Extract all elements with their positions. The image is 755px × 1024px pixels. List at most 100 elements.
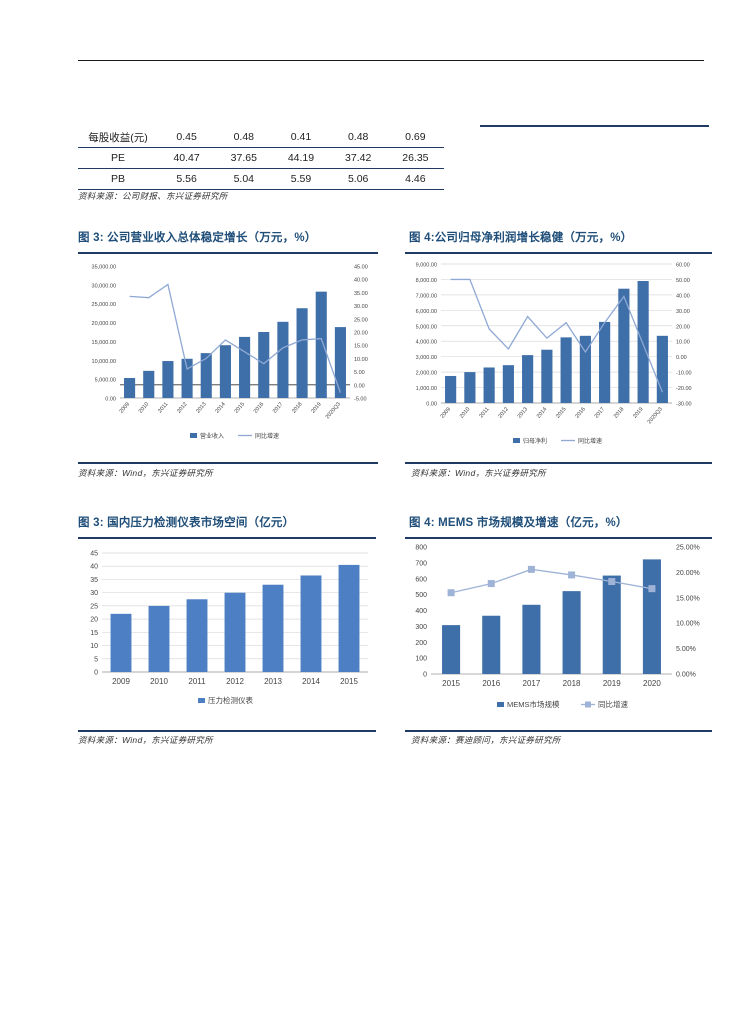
y-tick-label-left: 0 bbox=[94, 670, 98, 677]
y-tick-label-left: 800 bbox=[415, 545, 427, 552]
cell: 0.48 bbox=[215, 127, 273, 148]
y-tick-label-right: 25.00% bbox=[676, 545, 700, 552]
y-tick-label-left: 0.00 bbox=[105, 397, 116, 403]
legend-label: MEMS市场规模 bbox=[507, 699, 560, 709]
cell: 0.69 bbox=[386, 127, 444, 148]
bar bbox=[637, 280, 649, 403]
cell: 5.06 bbox=[329, 168, 387, 190]
cell: 40.47 bbox=[158, 147, 216, 169]
figure-1-title: 图 3: 公司营业收入总体稳定增长（万元，%） bbox=[78, 232, 317, 244]
bar bbox=[464, 372, 476, 403]
bar bbox=[334, 327, 346, 398]
figure-2-bottom-rule bbox=[405, 462, 712, 464]
y-tick-label-left: 4,000.00 bbox=[416, 340, 437, 346]
x-tick-label: 2009 bbox=[440, 406, 452, 419]
y-tick-label-right: -30.00 bbox=[676, 402, 692, 408]
x-tick-label: 2019 bbox=[603, 679, 621, 688]
x-tick-label: 2012 bbox=[176, 401, 188, 414]
y-tick-label-right: 15.00% bbox=[676, 595, 700, 602]
cell: 0.45 bbox=[158, 127, 216, 148]
x-tick-label: 2017 bbox=[594, 406, 606, 419]
y-tick-label-right: -10.00 bbox=[676, 371, 692, 377]
bar bbox=[522, 355, 534, 403]
bar bbox=[562, 591, 581, 674]
figure-3-title: 图 3: 国内压力检测仪表市场空间（亿元） bbox=[78, 517, 295, 529]
bar bbox=[262, 584, 284, 672]
legend-label: 同比增速 bbox=[598, 699, 628, 709]
series-line bbox=[450, 278, 663, 393]
legend-marker bbox=[585, 701, 591, 708]
figure-4-source: 资料来源：赛迪顾问，东兴证券研究所 bbox=[411, 735, 561, 745]
row-label: 每股收益(元) bbox=[78, 127, 158, 148]
y-tick-label-right: 40.00 bbox=[676, 293, 690, 299]
y-tick-label-left: 15 bbox=[90, 630, 98, 637]
bar bbox=[445, 375, 457, 403]
y-tick-label-right: 30.00 bbox=[354, 304, 368, 310]
bar bbox=[602, 575, 621, 674]
y-tick-label-right: 10.00% bbox=[676, 621, 700, 628]
y-tick-label-left: 500 bbox=[415, 592, 427, 599]
y-tick-label-left: 5,000.00 bbox=[416, 324, 437, 330]
series-line bbox=[129, 283, 342, 393]
series-line bbox=[450, 568, 653, 594]
y-tick-label-right: 10.00 bbox=[676, 340, 690, 346]
y-tick-label-right: 20.00 bbox=[354, 331, 368, 337]
x-tick-label: 2010 bbox=[459, 406, 471, 419]
y-tick-label-right: 40.00 bbox=[354, 278, 368, 284]
bar bbox=[300, 575, 322, 672]
y-tick-label-right: 5.00% bbox=[676, 646, 696, 653]
bar bbox=[258, 332, 270, 398]
mems-market-chart: 0 100 200 300 400 500 600 700 800 0.00% 5.00% 10.00… bbox=[415, 545, 700, 710]
x-tick-label: 2013 bbox=[517, 406, 529, 419]
line-point bbox=[608, 578, 616, 586]
legend-label: 压力检测仪表 bbox=[208, 695, 253, 705]
x-tick-label: 2020Q3 bbox=[647, 406, 664, 425]
y-tick-label-left: 30 bbox=[90, 590, 98, 597]
y-tick-label-right: 60.00 bbox=[676, 263, 690, 269]
cell: 0.41 bbox=[272, 127, 330, 148]
legend-swatch-bar bbox=[198, 698, 205, 703]
x-tick-label: 2016 bbox=[574, 406, 586, 419]
legend-swatch-bar bbox=[497, 702, 504, 707]
y-tick-label-left: 400 bbox=[415, 608, 427, 615]
y-tick-label-right: 35.00 bbox=[354, 291, 368, 297]
x-tick-label: 2018 bbox=[291, 401, 303, 414]
cell: 44.19 bbox=[272, 147, 330, 169]
y-tick-label-left: 30,000.00 bbox=[92, 283, 116, 289]
figure-3-top-rule bbox=[78, 537, 376, 539]
x-tick-label: 2010 bbox=[138, 401, 150, 414]
y-tick-label-left: 15,000.00 bbox=[92, 340, 116, 346]
y-tick-label-right: -20.00 bbox=[676, 386, 692, 392]
right-table-rule bbox=[480, 125, 709, 127]
row-label: PE bbox=[78, 147, 158, 169]
y-tick-label-right: 0.00 bbox=[354, 383, 365, 389]
x-tick-label: 2014 bbox=[536, 406, 548, 419]
bar bbox=[181, 358, 193, 398]
y-tick-label-right: 0.00 bbox=[676, 355, 687, 361]
x-tick-label: 2013 bbox=[195, 401, 207, 414]
y-tick-label-right: 10.00 bbox=[354, 357, 368, 363]
y-tick-label-left: 45 bbox=[90, 551, 98, 558]
y-tick-label-left: 9,000.00 bbox=[416, 263, 437, 269]
x-tick-label: 2015 bbox=[340, 677, 358, 686]
line-point bbox=[447, 589, 455, 597]
figure-3-source: 资料来源：Wind，东兴证券研究所 bbox=[78, 735, 213, 745]
y-tick-label-left: 200 bbox=[415, 640, 427, 647]
bar bbox=[219, 345, 231, 398]
bar bbox=[642, 559, 661, 674]
x-tick-label: 2012 bbox=[497, 406, 509, 419]
x-tick-label: 2019 bbox=[310, 401, 322, 414]
y-tick-label-left: 20,000.00 bbox=[92, 321, 116, 327]
valuation-table: 每股收益(元) 0.45 0.48 0.41 0.48 0.69 PE 40.4… bbox=[78, 127, 444, 190]
bar bbox=[522, 604, 541, 674]
bar bbox=[315, 291, 327, 398]
cell: 5.56 bbox=[158, 168, 216, 190]
x-tick-label: 2016 bbox=[253, 401, 265, 414]
figure-2-top-rule bbox=[405, 252, 712, 254]
x-tick-label: 2018 bbox=[563, 679, 581, 688]
y-tick-label-left: 6,000.00 bbox=[416, 309, 437, 315]
legend-swatch-bar bbox=[513, 438, 520, 443]
x-tick-label: 2016 bbox=[482, 679, 500, 688]
y-tick-label-right: 45.00 bbox=[354, 265, 368, 271]
y-tick-label-right: 5.00 bbox=[354, 370, 365, 376]
